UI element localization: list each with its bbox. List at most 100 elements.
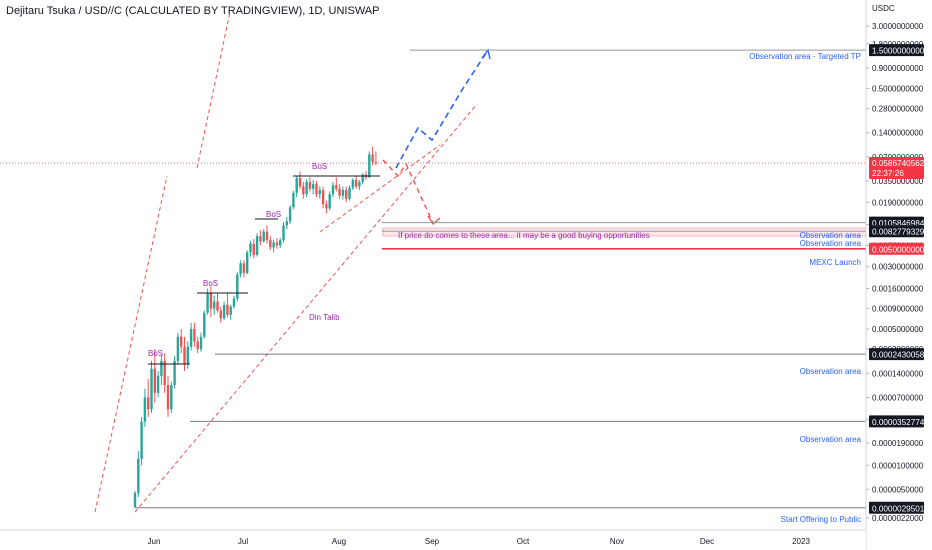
candle-body <box>176 336 180 361</box>
candle-body <box>351 180 354 188</box>
price-level-value: 0.0000029501 <box>872 504 925 513</box>
time-axis-label: Jul <box>238 537 248 546</box>
price-axis-label: 0.0000050000 <box>872 485 924 494</box>
candle-body <box>325 204 328 209</box>
price-level-box <box>869 348 924 361</box>
candle-body <box>331 185 335 195</box>
candles-layer <box>133 146 378 508</box>
annotation-bos: BoS <box>203 279 218 288</box>
candle-body <box>173 360 176 386</box>
candle-body <box>358 182 361 187</box>
candle-body <box>140 421 143 459</box>
candle-body <box>252 243 255 255</box>
candle-body <box>338 188 341 196</box>
candle-body <box>255 236 259 255</box>
price-axis-label: 0.5000000000 <box>872 84 924 93</box>
candle-body <box>242 263 246 273</box>
price-axis-label: 0.0350000000 <box>872 177 924 186</box>
price-axis-label: 0.2800000000 <box>872 105 924 114</box>
candle-body <box>186 346 189 365</box>
price-level-box <box>869 415 924 428</box>
candle-body <box>166 385 170 410</box>
price-axis-label: 0.0005000000 <box>872 325 924 334</box>
candle-body <box>318 190 321 195</box>
candle-body <box>216 301 219 311</box>
price-axis-label: 0.1400000000 <box>872 129 924 138</box>
price-level-box <box>869 242 924 255</box>
annotation-note: If price do comes to these area... it ma… <box>398 231 650 240</box>
projection-up-path <box>395 49 489 169</box>
price-level-label: MEXC Launch <box>809 258 861 267</box>
candle-body <box>222 304 226 319</box>
trendline-2 <box>134 103 478 513</box>
candle-body <box>361 174 364 183</box>
projection-down-arrowhead <box>427 215 441 226</box>
trendline-layer <box>0 11 866 513</box>
price-level-label: Start Offering to Public <box>781 515 861 524</box>
price-level-label: Observation area <box>800 231 862 240</box>
price-level-value: 0.0000352774 <box>872 418 925 427</box>
candle-body <box>219 310 222 319</box>
price-axis-bg <box>866 0 932 550</box>
candle-body <box>226 304 229 315</box>
candle-body <box>239 263 242 275</box>
trendline-1 <box>196 11 231 169</box>
candle-body <box>265 231 269 241</box>
price-level-value: 0.0002430058 <box>872 351 925 360</box>
price-level-label: Observation area - Targeted TP <box>749 52 861 61</box>
candle-body <box>232 298 236 307</box>
candle-body <box>269 240 272 248</box>
price-axis-label: 0.0009000000 <box>872 305 924 314</box>
candle-body <box>345 190 348 199</box>
annotation-bos: BoS <box>148 349 163 358</box>
candle-body <box>321 190 325 205</box>
candle-body <box>203 312 206 337</box>
last-price-value: 0.0586740562 <box>872 159 925 168</box>
candle-body <box>302 186 305 195</box>
price-axis-label: 0.0030000000 <box>872 263 924 272</box>
candle-body <box>183 346 186 365</box>
candle-body <box>259 236 262 242</box>
candle-body <box>288 207 292 222</box>
candle-body <box>368 154 371 178</box>
chart-title: Dejitaru Tsuka / USD//C (CALCULATED BY T… <box>6 5 380 17</box>
price-level-value: 1.5000000000 <box>872 47 925 56</box>
candle-body <box>160 360 163 376</box>
candle-body <box>298 178 302 187</box>
trendline-0 <box>94 175 168 513</box>
time-axis-label: 2023 <box>792 537 810 546</box>
time-axis-label: Sep <box>425 537 440 546</box>
annotation-author: Din Talib <box>309 313 340 322</box>
candle-body <box>133 493 137 508</box>
time-axis-bg <box>0 530 866 550</box>
candle-body <box>279 240 282 246</box>
candle-body <box>374 162 378 164</box>
candle-body <box>137 458 140 494</box>
candle-body <box>246 252 249 273</box>
candle-body <box>305 182 308 195</box>
price-level-label: Observation area <box>800 435 862 444</box>
last-price-box <box>869 157 924 180</box>
candle-body <box>249 243 252 253</box>
annotations-layer: BoS BoS BoS BoS Din Talib If price do comes t… <box>148 162 650 358</box>
candle-body <box>143 397 147 422</box>
price-level-label: Observation area <box>800 239 862 248</box>
candle-body <box>371 154 374 163</box>
candle-body <box>193 329 196 342</box>
last-price-countdown: 22:37:26 <box>872 169 904 178</box>
trendline-3 <box>319 144 441 233</box>
candle-body <box>275 242 279 246</box>
projection-layer <box>148 48 867 365</box>
candle-body <box>156 375 160 393</box>
price-level-box <box>869 44 924 57</box>
candle-body <box>163 360 166 386</box>
projection-down-path <box>382 159 434 224</box>
candle-body <box>308 182 312 189</box>
annotation-bos: BoS <box>312 162 327 171</box>
time-axis-label: Dec <box>700 537 714 546</box>
annotation-bos: BoS <box>266 210 281 219</box>
price-level-label: Observation area <box>800 367 862 376</box>
price-axis-label: 0.0000190000 <box>872 439 924 448</box>
